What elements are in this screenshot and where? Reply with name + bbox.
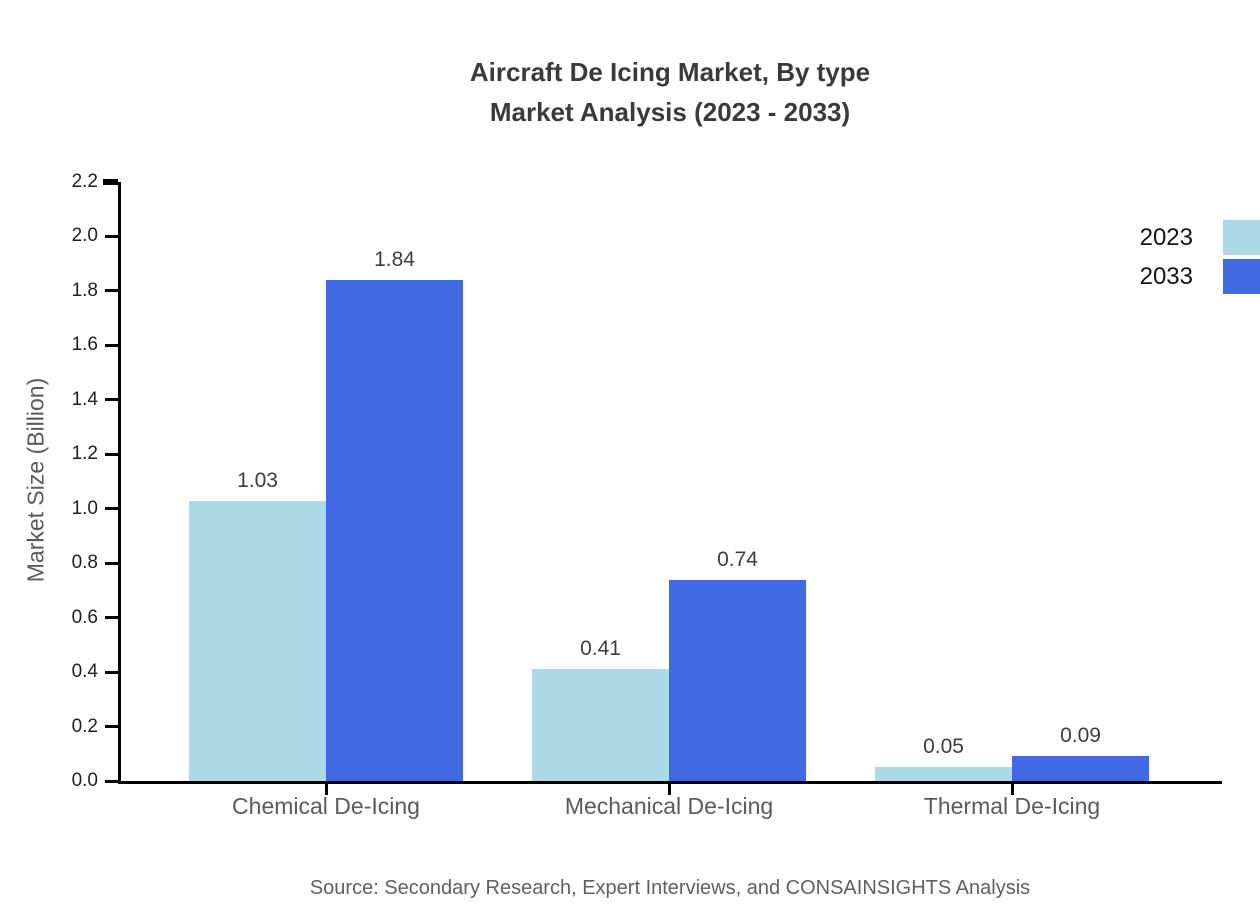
legend-swatch-2033 xyxy=(1223,259,1260,294)
bar-value-label: 0.41 xyxy=(580,637,621,661)
y-tick-label: 2.2 xyxy=(71,171,98,192)
y-tick-mark xyxy=(105,507,118,511)
bar-value-label: 1.03 xyxy=(237,468,278,492)
y-tick-label: 0.4 xyxy=(71,661,98,683)
x-tick-mark xyxy=(324,782,328,795)
y-tick-mark xyxy=(105,452,118,456)
y-tick-mark xyxy=(105,398,118,402)
y-tick-label: 1.8 xyxy=(71,279,98,301)
x-category-label: Mechanical De-Icing xyxy=(564,793,774,819)
bar-2033-chemical-de-icing xyxy=(326,280,463,781)
y-tick-mark xyxy=(105,779,118,783)
legend-item-2023: 2023 xyxy=(1073,220,1260,255)
y-tick-mark xyxy=(105,561,118,565)
legend-label-2033: 2033 xyxy=(1139,262,1193,290)
y-tick-mark xyxy=(105,725,118,729)
x-tick-mark xyxy=(1010,782,1014,795)
bar-value-label: 0.74 xyxy=(717,547,758,571)
y-tick-label: 0.2 xyxy=(71,715,98,737)
y-tick-label: 0.0 xyxy=(71,770,98,791)
y-axis-title: Market Size (Billion) xyxy=(22,377,49,583)
bar-2033-mechanical-de-icing xyxy=(669,579,806,781)
source-note: Source: Secondary Research, Expert Inter… xyxy=(309,877,1031,899)
x-category-label: Thermal De-Icing xyxy=(923,793,1101,819)
legend-item-2033: 2033 xyxy=(1073,259,1260,294)
y-tick-label: 1.2 xyxy=(71,443,98,465)
legend-label-2023: 2023 xyxy=(1139,223,1193,251)
y-tick-label: 0.6 xyxy=(71,606,98,628)
bar-value-label: 0.09 xyxy=(1060,724,1101,748)
legend-swatch-2023 xyxy=(1223,220,1260,255)
chart-title: Aircraft De Icing Market, By type Market… xyxy=(80,52,1260,132)
y-axis-line xyxy=(118,182,121,784)
chart-title-line1: Aircraft De Icing Market, By type xyxy=(469,57,871,87)
bar-2033-thermal-de-icing xyxy=(1012,756,1149,781)
bar-2023-mechanical-de-icing xyxy=(532,669,669,781)
y-tick-mark xyxy=(103,179,118,185)
chart-title-line2: Market Analysis (2023 - 2033) xyxy=(489,97,851,127)
y-tick-mark xyxy=(105,670,118,674)
y-tick-mark xyxy=(105,234,118,238)
legend: 2023 2033 xyxy=(1073,220,1260,298)
y-tick-label: 2.0 xyxy=(71,225,98,247)
y-tick-label: 1.0 xyxy=(71,497,98,519)
y-tick-label: 0.8 xyxy=(71,552,98,574)
y-tick-mark xyxy=(105,616,118,620)
x-tick-mark xyxy=(667,782,671,795)
bar-value-label: 1.84 xyxy=(374,248,415,272)
y-tick-label: 1.4 xyxy=(71,388,98,410)
x-category-label: Chemical De-Icing xyxy=(232,793,420,819)
y-tick-label: 1.6 xyxy=(71,334,98,356)
bar-value-label: 0.05 xyxy=(923,735,964,759)
y-tick-mark xyxy=(105,343,118,347)
y-tick-mark xyxy=(105,289,118,293)
bar-2023-thermal-de-icing xyxy=(875,767,1012,781)
bar-2023-chemical-de-icing xyxy=(189,500,326,781)
